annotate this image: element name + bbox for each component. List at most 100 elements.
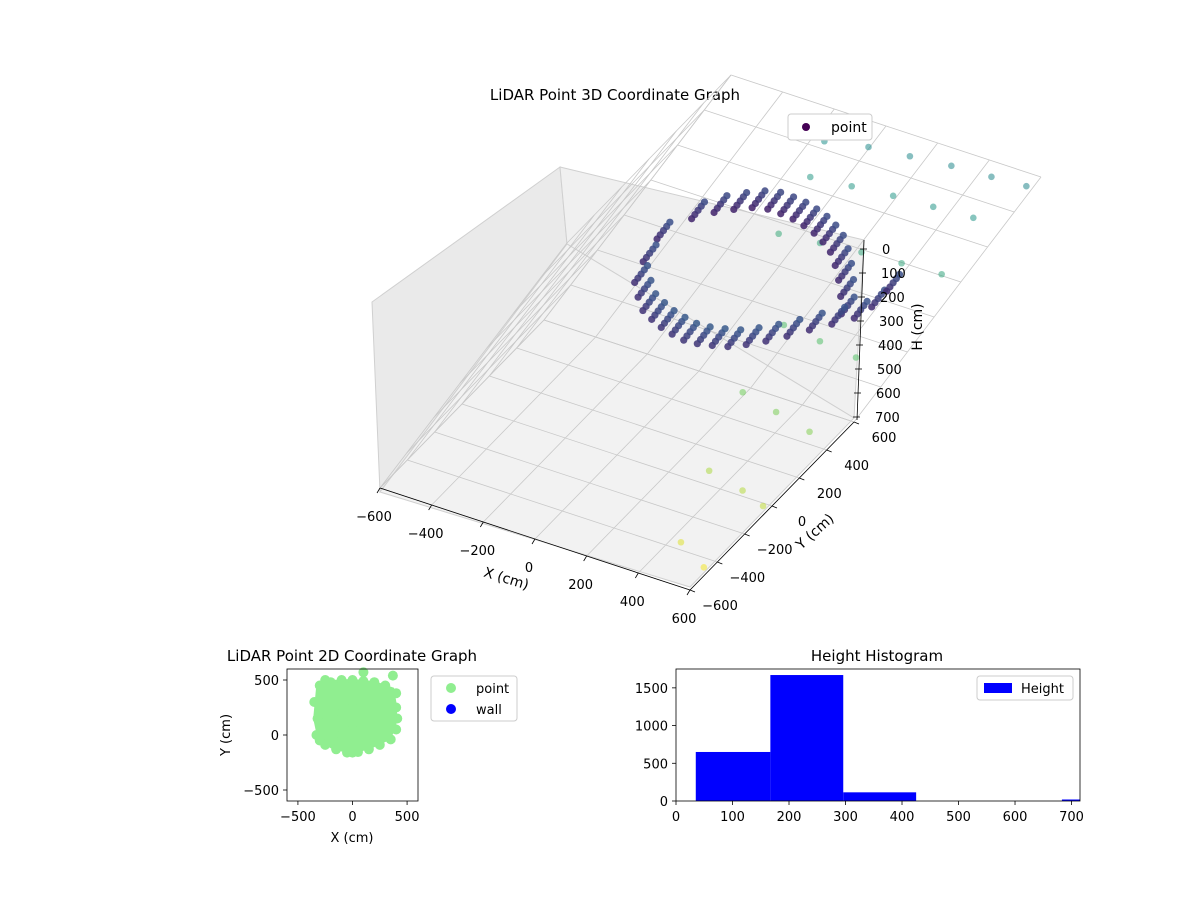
- point-2d: [336, 708, 347, 718]
- x-tick-label-hist: 100: [720, 810, 745, 825]
- x-tick-label-2d: −500: [280, 810, 316, 825]
- x-tick-3d: [634, 572, 639, 579]
- point-2d: [391, 724, 402, 735]
- point-3d: [802, 198, 810, 206]
- point-2d: [309, 697, 320, 707]
- histogram-bar: [770, 675, 844, 801]
- x-tick-label-hist: 400: [890, 810, 915, 825]
- x-tick-label-3d: −200: [459, 544, 495, 559]
- point-3d: [643, 262, 652, 270]
- point-3d: [777, 188, 785, 196]
- x-tick-3d: [583, 555, 588, 562]
- point-3d: [721, 325, 729, 333]
- x-tick-label-2d: 0: [348, 810, 356, 825]
- grid-line-left-h: [539, 109, 705, 279]
- point-3d: [743, 189, 751, 197]
- point-3d: [681, 313, 689, 321]
- ticks-2d: −500 0 500 −500 0 500: [243, 674, 419, 825]
- grid-line-left-y: [461, 158, 650, 405]
- grid-line-left-h: [433, 249, 598, 419]
- y-tick-label-2d: 0: [271, 729, 279, 744]
- x-tick-label-3d: 0: [525, 561, 533, 576]
- x-tick-label-hist: 600: [1003, 810, 1028, 825]
- point-2d: [358, 730, 369, 740]
- point-2d: [358, 708, 369, 718]
- x-tick-label-hist: 300: [833, 810, 858, 825]
- histogram-frame: [675, 668, 1081, 802]
- point-3d: [739, 388, 747, 396]
- y-tick-3d: [689, 589, 696, 593]
- point-2d: [358, 676, 369, 687]
- point-3d: [755, 324, 763, 332]
- x-tick-label-3d: −600: [356, 510, 392, 525]
- x-tick-label-hist: 500: [946, 810, 971, 825]
- grid-line-back-h: [730, 74, 1042, 178]
- grid-line-back-x: [543, 74, 732, 321]
- point-3d: [1023, 182, 1030, 190]
- x-tick-label-3d: −400: [408, 527, 444, 542]
- plot-2d: LiDAR Point 2D Coordinate Graph −500 0 500…: [219, 647, 518, 846]
- point-2d: [347, 697, 358, 707]
- grid-line-back-x: [647, 108, 835, 355]
- pane-floor: [379, 243, 855, 588]
- point-3d: [841, 303, 849, 311]
- point-2d: [391, 688, 402, 699]
- point-3d: [775, 320, 783, 328]
- point-3d: [670, 307, 678, 315]
- point-2d: [380, 680, 391, 691]
- y-tick-label-hist: 500: [643, 757, 668, 772]
- point-2d: [385, 734, 396, 745]
- y-tick-label-3d: 0: [798, 515, 806, 530]
- point-3d: [895, 270, 904, 278]
- x-tick-3d: [376, 487, 381, 494]
- legend-3d: point: [787, 113, 873, 141]
- y-axis-label-2d: Y (cm): [219, 714, 234, 757]
- point-2d: [369, 697, 380, 707]
- y-tick-3d: [771, 505, 778, 509]
- point-3d: [929, 203, 937, 211]
- point-3d: [970, 214, 977, 222]
- grid-line-floor-y: [516, 347, 827, 451]
- point-3d: [813, 205, 821, 213]
- legend-2d-wall-marker: [446, 704, 456, 714]
- point-3d: [796, 315, 804, 324]
- grid-line-floor-y: [434, 431, 745, 535]
- y-tick-label-2d: −500: [243, 784, 279, 799]
- grid-line-back-x: [595, 91, 783, 338]
- y-tick-label-hist: 0: [660, 795, 668, 810]
- plot-3d-title: LiDAR Point 3D Coordinate Graph: [490, 86, 740, 104]
- grid-line-left-y: [434, 186, 622, 433]
- x-tick-label-3d: 600: [672, 612, 697, 627]
- point-2d: [352, 747, 363, 758]
- point-3d: [818, 309, 826, 317]
- y-tick-3d: [826, 449, 832, 453]
- y-tick-3d: [717, 561, 723, 565]
- legend-3d-frame: [787, 113, 873, 141]
- grid-line-back-h: [570, 284, 881, 388]
- z-tick-label-3d: 200: [880, 291, 905, 306]
- legend-2d-point-label: point: [476, 682, 509, 697]
- legend-2d-wall-label: wall: [476, 703, 502, 718]
- y-tick-label-3d: 200: [817, 487, 842, 502]
- grid-line-floor-y: [461, 403, 773, 507]
- histogram-bar: [1061, 799, 1080, 801]
- point-3d: [759, 502, 767, 510]
- histogram-ticks: 0 100 200 300 400 500 600 700 0 500 1000 1500: [635, 682, 1084, 825]
- point-2d: [325, 697, 336, 707]
- x-tick-label-hist: 0: [672, 810, 680, 825]
- x-tick-label-hist: 200: [777, 810, 802, 825]
- grid-line-back-x: [853, 176, 1042, 423]
- point-3d: [705, 467, 713, 475]
- point-2d: [336, 675, 347, 685]
- y-tick-label-3d: −400: [729, 571, 765, 586]
- grid-line-floor-y: [407, 459, 718, 563]
- y-tick-label-3d: 600: [872, 431, 897, 446]
- z-tick-label-3d: 700: [875, 411, 900, 426]
- legend-2d: point wall: [430, 675, 518, 722]
- x-tick-3d: [428, 504, 433, 511]
- point-2d: [369, 677, 380, 688]
- x-tick-3d: [686, 589, 691, 596]
- y-tick-label-3d: −200: [757, 543, 793, 558]
- point-2d: [391, 702, 402, 713]
- histogram-bar: [843, 792, 917, 801]
